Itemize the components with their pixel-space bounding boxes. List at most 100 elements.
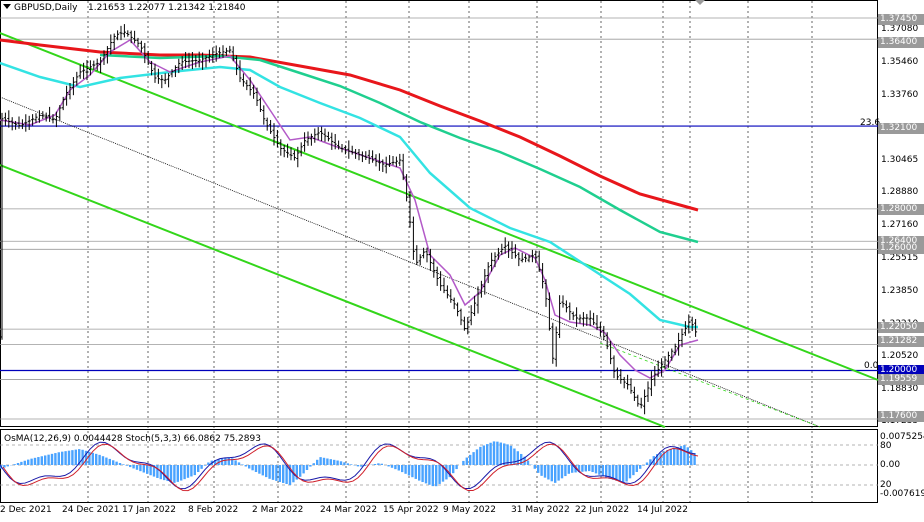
osma-bar <box>57 452 60 465</box>
osma-bar <box>601 465 604 477</box>
osma-bar <box>533 465 536 469</box>
chart-header-quotes: 1.21653 1.22077 1.21342 1.21840 <box>88 3 246 13</box>
osma-bar <box>27 459 30 465</box>
osma-bar <box>479 446 482 465</box>
osma-bar <box>662 451 666 465</box>
osma-bar <box>268 465 271 479</box>
time-axis-label: 8 Feb 2022 <box>188 505 239 515</box>
ma-green-line <box>99 53 699 244</box>
osma-bar <box>343 462 346 465</box>
osma-bar <box>139 465 142 472</box>
osma-bar <box>547 465 550 480</box>
osma-bar <box>656 454 659 465</box>
osma-bar <box>61 451 64 465</box>
osma-bar <box>424 465 428 484</box>
osma-bar <box>282 465 285 483</box>
osma-bar <box>537 465 540 473</box>
time-axis-label: 2 Mar 2022 <box>252 505 304 515</box>
osma-bar <box>203 465 207 466</box>
price-tick-label: 1.25515 <box>881 253 919 263</box>
osma-bar <box>190 465 193 477</box>
ma-violet-line <box>0 39 699 379</box>
indicator-level-80: 80 <box>880 441 892 451</box>
indicator-scale-bottom: -0.007619 <box>880 489 924 499</box>
price-level-badge: 1.26000 <box>878 243 924 254</box>
price-tick-label: 1.37080 <box>881 24 919 34</box>
osma-bar <box>635 465 638 472</box>
osma-bar <box>693 453 696 465</box>
osma-bar <box>421 465 424 483</box>
osma-bar <box>594 465 598 474</box>
osma-bar <box>33 457 37 465</box>
osma-bar <box>571 465 574 473</box>
time-axis-label: 31 May 2022 <box>511 505 570 515</box>
time-axis-label: 15 Apr 2022 <box>383 505 439 515</box>
osma-bar <box>173 465 176 483</box>
osma-bar <box>363 465 366 467</box>
osma-bar <box>16 463 20 465</box>
osma-bar <box>20 461 23 465</box>
price-level-badge: 1.28000 <box>878 204 924 215</box>
osma-bar <box>567 465 570 474</box>
osma-bar <box>669 448 672 465</box>
osma-bar <box>645 462 649 465</box>
price-tick-label: 1.33760 <box>881 90 919 100</box>
osma-bar <box>584 465 587 472</box>
osma-bar <box>248 465 251 469</box>
osma-bar <box>506 444 509 465</box>
fib-23-6-label: 23.6 <box>860 118 881 128</box>
osma-bar <box>628 465 632 479</box>
osma-bar <box>40 456 43 465</box>
osma-bar <box>401 465 404 473</box>
osma-bar <box>176 465 179 482</box>
trend-channel <box>0 32 879 428</box>
osma-bar <box>625 465 628 482</box>
osma-bar <box>285 465 288 484</box>
osma-bar <box>615 465 618 481</box>
channel-midline <box>0 96 821 428</box>
chart-header-symbol: GBPUSD,Daily <box>14 3 78 13</box>
osma-bar <box>445 465 448 480</box>
osma-bar <box>639 465 642 469</box>
osma-bar <box>261 465 264 476</box>
osma-bar <box>598 465 601 475</box>
osma-bar <box>193 465 196 476</box>
osma-bar <box>125 465 128 466</box>
osma-bar <box>588 465 591 472</box>
osma-bar <box>360 465 363 467</box>
osma-bar <box>101 456 105 465</box>
ma-cyan-line <box>0 61 698 329</box>
osma-bar <box>265 465 268 478</box>
osma-bar <box>244 465 247 467</box>
osma-bar <box>380 463 383 465</box>
time-axis-label: 24 Dec 2021 <box>62 505 120 515</box>
symbol-dropdown-icon[interactable] <box>3 4 11 9</box>
osma-bar <box>618 465 621 482</box>
osma-bar <box>220 458 224 465</box>
osma-bar <box>166 465 169 482</box>
fib-0-0-label: 0.0 <box>864 361 879 371</box>
chart-shift-marker[interactable] <box>695 0 705 5</box>
osma-bar <box>435 465 438 487</box>
channel-upper <box>0 32 879 381</box>
osma-bar <box>6 465 9 467</box>
osma-bar <box>319 457 322 465</box>
osma-bar <box>316 459 319 465</box>
osma-bar <box>78 449 81 465</box>
price-level-badge: 1.36400 <box>878 37 924 48</box>
osma-bar <box>241 464 244 465</box>
osma-bar <box>679 446 683 465</box>
osma-bar <box>278 465 281 482</box>
osma-bar <box>683 445 686 465</box>
osma-bar <box>509 445 513 465</box>
osma-bar <box>690 450 693 465</box>
osma-bar <box>186 465 190 478</box>
price-bars <box>0 24 698 415</box>
osma-bar <box>339 461 343 465</box>
indicator-label: OsMA(12,26,9) 0.0044428 Stoch(5,3,3) 66.… <box>4 434 261 444</box>
price-level-badge: 1.32100 <box>878 123 924 134</box>
osma-bar <box>611 465 615 480</box>
osma-bar <box>108 458 111 465</box>
osma-bar <box>23 460 26 465</box>
